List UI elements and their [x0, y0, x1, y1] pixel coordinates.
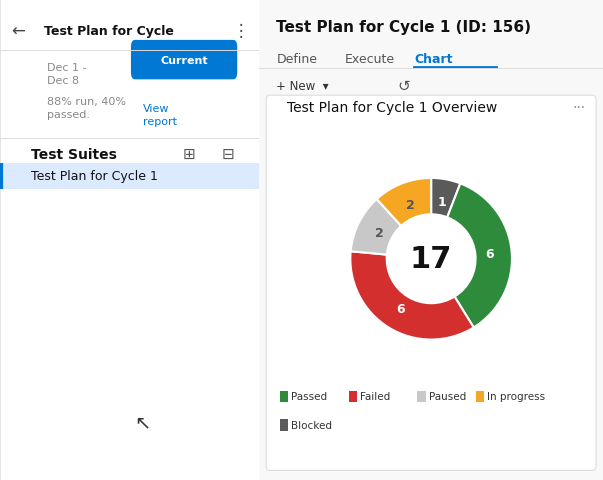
FancyBboxPatch shape — [259, 0, 603, 480]
Text: Test Plan for Cycle: Test Plan for Cycle — [44, 24, 174, 38]
Text: ···: ··· — [572, 101, 586, 115]
Wedge shape — [431, 179, 460, 218]
Text: Test Plan for Cycle 1 (ID: 156): Test Plan for Cycle 1 (ID: 156) — [276, 20, 531, 36]
Text: 6: 6 — [396, 302, 405, 315]
Text: Test Plan for Cycle 1 Overview: Test Plan for Cycle 1 Overview — [287, 101, 497, 115]
Wedge shape — [447, 184, 512, 328]
Text: 17: 17 — [410, 245, 452, 274]
FancyBboxPatch shape — [476, 391, 484, 402]
Text: Paused: Paused — [429, 391, 466, 401]
Text: ⊞: ⊞ — [183, 147, 195, 162]
Text: Passed: Passed — [291, 391, 327, 401]
FancyBboxPatch shape — [131, 41, 237, 80]
FancyBboxPatch shape — [266, 96, 596, 470]
Text: ←: ← — [11, 22, 25, 40]
FancyBboxPatch shape — [417, 391, 426, 402]
FancyBboxPatch shape — [0, 0, 259, 480]
Text: + New  ▾: + New ▾ — [276, 80, 329, 93]
FancyBboxPatch shape — [349, 391, 357, 402]
FancyBboxPatch shape — [280, 420, 288, 431]
Text: Dec 1 -
Dec 8: Dec 1 - Dec 8 — [46, 63, 86, 86]
Text: Current: Current — [160, 56, 208, 65]
Text: ↺: ↺ — [397, 79, 410, 94]
Text: Failed: Failed — [360, 391, 390, 401]
Text: 2: 2 — [406, 199, 414, 212]
Text: Define: Define — [276, 52, 317, 66]
Text: ↖: ↖ — [134, 413, 151, 432]
FancyBboxPatch shape — [0, 163, 259, 190]
Wedge shape — [377, 179, 431, 227]
Text: 6: 6 — [485, 247, 493, 260]
Text: Chart: Chart — [414, 52, 452, 66]
Text: Blocked: Blocked — [291, 420, 332, 430]
Text: 1: 1 — [437, 196, 446, 209]
Text: In progress: In progress — [487, 391, 545, 401]
Text: 88% run, 40%
passed.: 88% run, 40% passed. — [46, 96, 125, 120]
Text: ⋮: ⋮ — [233, 22, 250, 40]
Text: ⊟: ⊟ — [222, 147, 235, 162]
Text: 2: 2 — [374, 227, 384, 240]
Wedge shape — [351, 200, 401, 255]
Text: Test Plan for Cycle 1: Test Plan for Cycle 1 — [31, 169, 158, 183]
FancyBboxPatch shape — [280, 391, 288, 402]
Wedge shape — [350, 252, 474, 340]
Text: Execute: Execute — [345, 52, 396, 66]
Text: Test Suites: Test Suites — [31, 147, 117, 162]
Text: View
report: View report — [143, 104, 177, 127]
